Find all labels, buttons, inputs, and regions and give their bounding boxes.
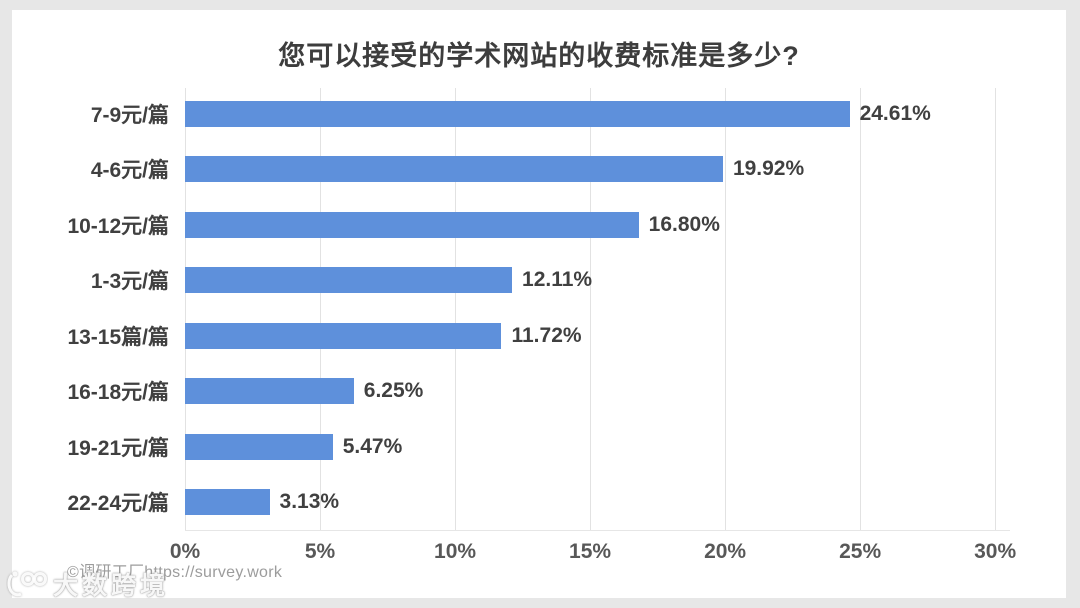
copyright-text: ©调研工厂https://survey.work <box>67 564 283 581</box>
bar-track: 3.13% <box>185 489 1010 516</box>
bar-row: 19-21元/篇 5.47% <box>20 419 1010 475</box>
bar <box>185 489 270 516</box>
x-axis-ticks: 0% 5% 10% 15% 20% 25% 30% <box>170 540 1016 570</box>
x-tick-label: 0% <box>169 540 201 563</box>
bar-row: 10-12元/篇 16.80% <box>20 197 1010 253</box>
value-label: 11.72% <box>511 323 582 347</box>
value-label: 5.47% <box>342 434 403 458</box>
value-label: 6.25% <box>363 379 424 403</box>
gridline <box>995 88 997 530</box>
gridline <box>320 88 322 530</box>
bar-track: 6.25% <box>185 378 1010 405</box>
brand-logo-text: 大数跨境 <box>53 572 170 600</box>
plot-area: 7-9元/篇 24.61% 4-6元/篇 19.92% 10-12元/篇 16.80% 1-… <box>20 86 1010 531</box>
category-label: 7-9元/篇 <box>90 103 169 127</box>
bar <box>185 211 639 238</box>
bar <box>185 378 354 405</box>
bar <box>185 156 723 183</box>
bar-row: 22-24元/篇 3.13% <box>20 475 1010 531</box>
x-tick-label: 10% <box>434 540 477 563</box>
chart-panel: 您可以接受的学术网站的收费标准是多少? 7-9元/篇 24.61% 4-6元/篇 19… <box>12 10 1066 598</box>
bar <box>185 322 502 349</box>
bar-row: 16-18元/篇 6.25% <box>20 364 1010 420</box>
bar-rows: 7-9元/篇 24.61% 4-6元/篇 19.92% 10-12元/篇 16.80% 1-… <box>20 86 1010 530</box>
x-tick-label: 30% <box>974 540 1017 563</box>
category-label: 13-15篇/篇 <box>67 325 169 349</box>
bar-track: 16.80% <box>185 211 1010 238</box>
value-label: 12.11% <box>522 268 593 292</box>
bar <box>185 433 333 460</box>
bar-track: 19.92% <box>185 156 1010 183</box>
x-tick-label: 5% <box>304 540 336 563</box>
watermark-logo: 大数跨境 <box>6 566 169 602</box>
x-axis-line <box>185 530 1010 531</box>
bar <box>185 100 850 127</box>
gridlines <box>185 86 1010 530</box>
value-label: 19.92% <box>732 157 805 181</box>
x-tick-label: 20% <box>704 540 747 563</box>
value-label: 16.80% <box>648 212 720 236</box>
gridline <box>590 88 592 530</box>
bar-track: 24.61% <box>185 100 1010 127</box>
bar-row: 13-15篇/篇 11.72% <box>20 308 1010 364</box>
category-label: 4-6元/篇 <box>90 159 169 183</box>
bar-track: 12.11% <box>185 267 1010 294</box>
x-tick-label: 15% <box>569 540 612 563</box>
category-label: 19-21元/篇 <box>67 436 169 460</box>
bar-row: 7-9元/篇 24.61% <box>20 86 1010 142</box>
bar-track: 11.72% <box>185 322 1010 349</box>
value-label: 24.61% <box>859 101 931 125</box>
category-label: 22-24元/篇 <box>67 492 169 516</box>
bar-row: 4-6元/篇 19.92% <box>20 142 1010 198</box>
category-label: 10-12元/篇 <box>67 214 169 238</box>
category-label: 16-18元/篇 <box>67 381 169 405</box>
chart-title: 您可以接受的学术网站的收费标准是多少? <box>278 41 800 71</box>
x-tick-label: 25% <box>839 540 882 563</box>
bar-row: 1-3元/篇 12.11% <box>20 253 1010 309</box>
bar-track: 5.47% <box>185 433 1010 460</box>
brand-logo-icon <box>6 568 48 600</box>
category-label: 1-3元/篇 <box>90 270 169 294</box>
gridline <box>860 88 862 530</box>
bar <box>185 267 513 294</box>
gridline <box>725 88 727 530</box>
gridline <box>455 88 457 530</box>
value-label: 3.13% <box>279 490 340 514</box>
gridline <box>185 88 186 530</box>
